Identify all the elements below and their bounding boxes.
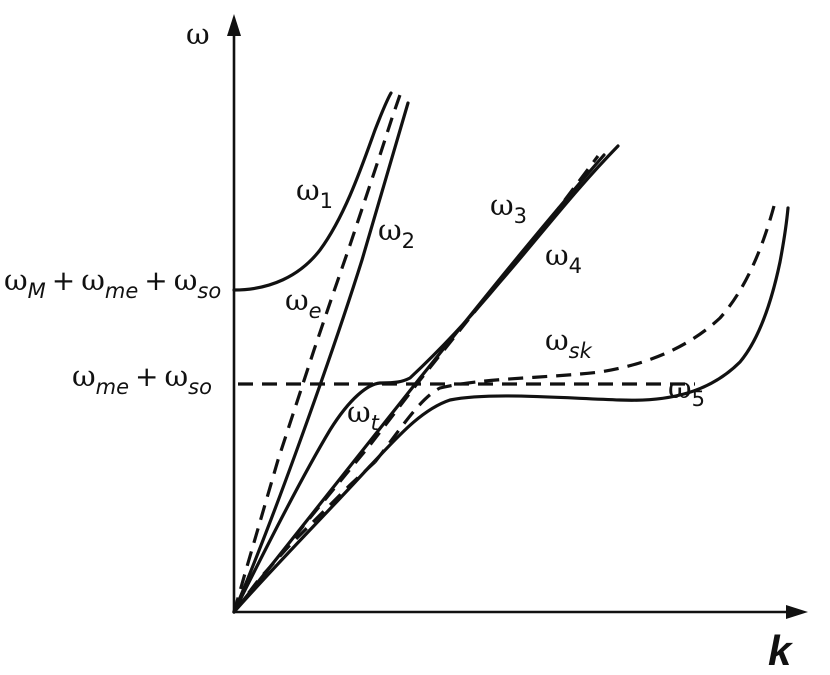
label-omega-sk: ωsk xyxy=(545,323,593,363)
label-omega-1: ω1 xyxy=(296,173,333,213)
y-axis-label: ω xyxy=(186,17,210,51)
label-omega-e: ωe xyxy=(285,283,322,323)
curve-omega-2 xyxy=(232,101,410,614)
y-axis-arrow xyxy=(227,14,241,36)
label-omega-2: ω2 xyxy=(378,213,415,253)
curve-omega-5 xyxy=(232,206,790,614)
curve-omega-4 xyxy=(232,153,606,614)
curve-omega-e xyxy=(232,91,403,613)
level-label-upper: ωM + ωme + ωso xyxy=(4,263,221,303)
curve-omega-1 xyxy=(232,91,393,292)
x-axis-label: k xyxy=(768,627,794,674)
label-omega-3: ω3 xyxy=(490,188,527,228)
label-omega-t: ωt xyxy=(347,395,380,435)
label-omega-5: ω5 xyxy=(668,371,705,411)
label-omega-4: ω4 xyxy=(545,238,582,278)
x-axis-arrow xyxy=(786,605,808,619)
curve-omega-3 xyxy=(232,144,620,614)
level-label-lower: ωme + ωso xyxy=(72,359,212,399)
